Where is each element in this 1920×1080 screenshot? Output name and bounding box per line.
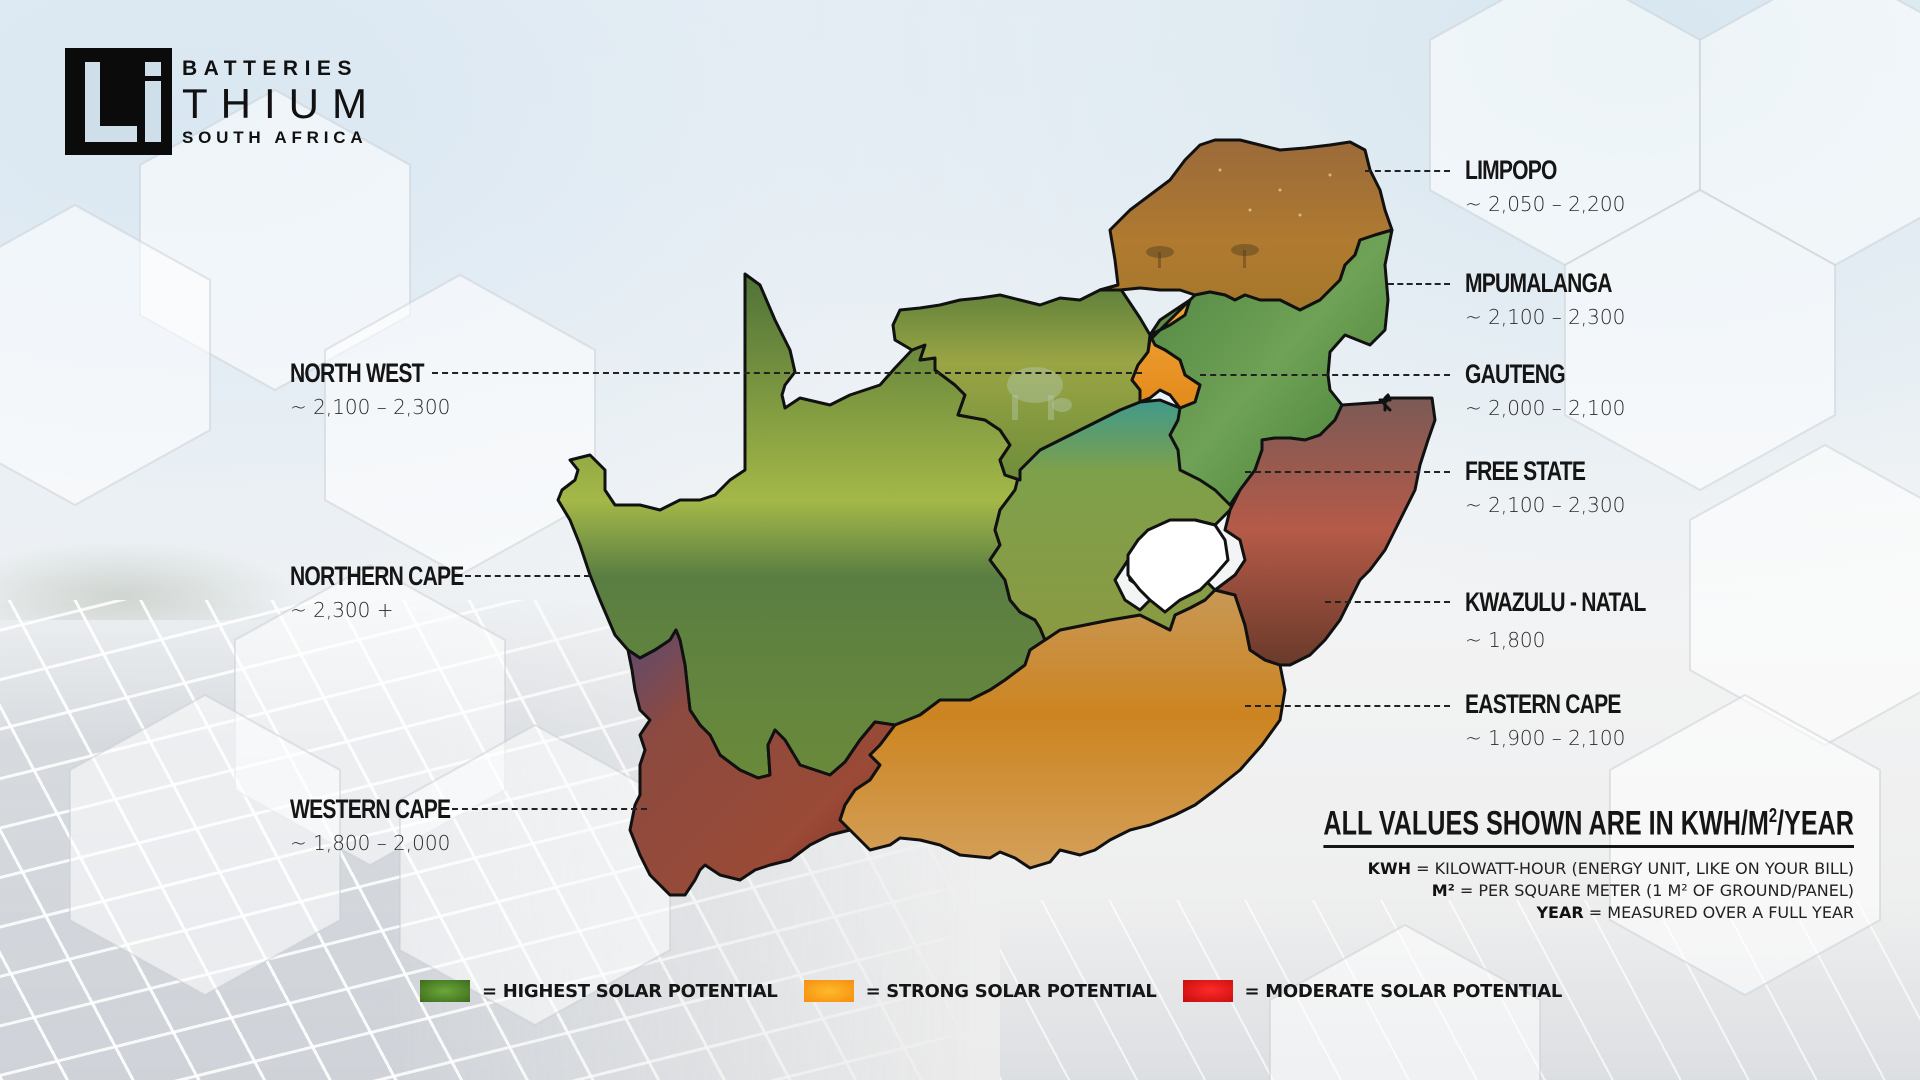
- region-value: ~ 2,100 – 2,300: [1465, 305, 1626, 329]
- units-definitions: KWH = KILOWATT-HOUR (ENERGY UNIT, LIKE O…: [1137, 858, 1854, 924]
- region-value: ~ 1,900 – 2,100: [1465, 726, 1626, 750]
- region-name: FREE STATE: [1465, 456, 1586, 486]
- leader-line-north-west: [432, 372, 1142, 374]
- logo-letter-i: [145, 81, 161, 142]
- region-name: NORTH WEST: [290, 358, 425, 388]
- label-free-state: FREE STATE ~ 2,100 – 2,300: [1465, 456, 1625, 518]
- legend-label: = STRONG SOLAR POTENTIAL: [865, 980, 1157, 1002]
- definition-text: = PER SQUARE METER (1 M² OF GROUND/PANEL…: [1454, 881, 1854, 901]
- label-limpopo: LIMPOPO ~ 2,050 – 2,200: [1465, 155, 1625, 217]
- legend-label: = HIGHEST SOLAR POTENTIAL: [482, 980, 778, 1002]
- leader-line-western-cape: [452, 808, 647, 810]
- definition-term: YEAR: [1536, 903, 1584, 923]
- logo-text: BATTERIES THIUM SOUTH AFRICA: [182, 48, 380, 156]
- elephant-silhouette: [1007, 367, 1072, 420]
- map-dotted-stars: [1218, 168, 1332, 217]
- leader-line-northern-cape: [465, 575, 590, 577]
- leader-line-limpopo: [1365, 170, 1450, 172]
- leader-line-kwazulu-natal: [1325, 601, 1450, 603]
- definition-text: = MEASURED OVER A FULL YEAR: [1583, 903, 1854, 923]
- leader-line-eastern-cape: [1245, 705, 1450, 707]
- logo-letter-l: [85, 62, 100, 142]
- leader-line-mpumalanga: [1388, 283, 1450, 285]
- logo-letter-i-dot: [145, 62, 161, 76]
- label-gauteng: GAUTENG ~ 2,000 – 2,100: [1465, 359, 1625, 421]
- swatch-green: [420, 980, 470, 1002]
- region-name: KWAZULU - NATAL: [1465, 587, 1646, 617]
- logo-line-batteries: BATTERIES: [182, 57, 358, 80]
- region-value: ~ 2,050 – 2,200: [1465, 192, 1626, 216]
- province-gauteng[interactable]: [1130, 298, 1202, 410]
- region-value: ~ 2,100 – 2,300: [1465, 493, 1626, 517]
- logo-mark: [65, 48, 172, 155]
- region-value: ~ 1,800 – 2,000: [290, 831, 451, 855]
- region-name: NORTHERN CAPE: [290, 561, 464, 591]
- definition-term: M²: [1431, 881, 1455, 901]
- definition-term: KWH: [1367, 859, 1412, 879]
- region-name: EASTERN CAPE: [1465, 689, 1621, 719]
- units-heading-superscript: 2: [1768, 805, 1778, 827]
- region-value: ~ 2,100 – 2,300: [290, 395, 451, 419]
- acacia-trees: [1146, 244, 1259, 268]
- label-eastern-cape: EASTERN CAPE ~ 1,900 – 2,100: [1465, 689, 1665, 751]
- label-north-west: NORTH WEST ~ 2,100 – 2,300: [290, 358, 462, 420]
- label-western-cape: WESTERN CAPE ~ 1,800 – 2,000: [290, 794, 496, 856]
- definition-text: = KILOWATT-HOUR (ENERGY UNIT, LIKE ON YO…: [1411, 859, 1854, 879]
- legend-item-highest: = HIGHEST SOLAR POTENTIAL: [420, 980, 778, 1002]
- brand-logo: BATTERIES THIUM SOUTH AFRICA: [65, 48, 380, 156]
- region-name: MPUMALANGA: [1465, 268, 1612, 298]
- region-name: WESTERN CAPE: [290, 794, 451, 824]
- legend-item-strong: = STRONG SOLAR POTENTIAL: [803, 980, 1157, 1002]
- definition-kwh: KWH = KILOWATT-HOUR (ENERGY UNIT, LIKE O…: [1137, 858, 1854, 880]
- swatch-red: [1182, 980, 1233, 1002]
- region-value: ~ 1,800: [1465, 628, 1546, 652]
- leader-line-free-state: [1245, 471, 1450, 473]
- legend-label: = MODERATE SOLAR POTENTIAL: [1244, 980, 1563, 1002]
- definition-year: YEAR = MEASURED OVER A FULL YEAR: [1137, 902, 1854, 924]
- units-heading-suffix: /YEAR: [1777, 804, 1854, 843]
- logo-line-thium: THIUM: [182, 80, 380, 127]
- province-kwazulu-natal[interactable]: [1213, 393, 1437, 667]
- leader-line-gauteng: [1200, 374, 1450, 376]
- lesotho-cutout: [1126, 518, 1230, 614]
- units-heading: ALL VALUES SHOWN ARE IN KWH/M2/YEAR: [1323, 796, 1854, 849]
- region-name: GAUTENG: [1465, 359, 1566, 389]
- legend-item-moderate: = MODERATE SOLAR POTENTIAL: [1182, 980, 1563, 1002]
- definition-m2: M² = PER SQUARE METER (1 M² OF GROUND/PA…: [1137, 880, 1854, 902]
- region-value: ~ 2,300 +: [290, 598, 394, 622]
- label-mpumalanga: MPUMALANGA ~ 2,100 – 2,300: [1465, 268, 1653, 330]
- units-heading-prefix: ALL VALUES SHOWN ARE IN KWH/M: [1323, 804, 1769, 843]
- logo-letter-l-foot: [85, 126, 137, 142]
- swatch-orange: [803, 980, 854, 1002]
- logo-line-south-africa: SOUTH AFRICA: [182, 128, 368, 147]
- legend: = HIGHEST SOLAR POTENTIAL = STRONG SOLAR…: [420, 980, 1588, 1002]
- label-kwazulu-natal: KWAZULU - NATAL ~ 1,800: [1465, 587, 1696, 653]
- label-northern-cape: NORTHERN CAPE ~ 2,300 +: [290, 561, 513, 623]
- region-name: LIMPOPO: [1465, 155, 1557, 185]
- units-note: ALL VALUES SHOWN ARE IN KWH/M2/YEAR KWH …: [1137, 796, 1854, 924]
- region-value: ~ 2,000 – 2,100: [1465, 396, 1626, 420]
